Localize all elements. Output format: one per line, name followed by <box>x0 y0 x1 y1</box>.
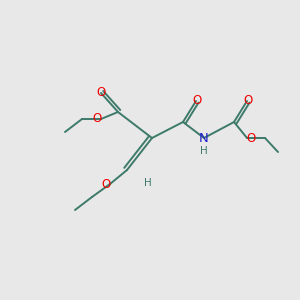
Text: O: O <box>192 94 202 106</box>
Text: O: O <box>101 178 111 190</box>
Text: H: H <box>200 146 208 156</box>
Text: O: O <box>92 112 102 125</box>
Text: O: O <box>243 94 253 106</box>
Text: H: H <box>144 178 152 188</box>
Text: O: O <box>246 131 256 145</box>
Text: O: O <box>96 85 106 98</box>
Text: N: N <box>199 131 209 145</box>
